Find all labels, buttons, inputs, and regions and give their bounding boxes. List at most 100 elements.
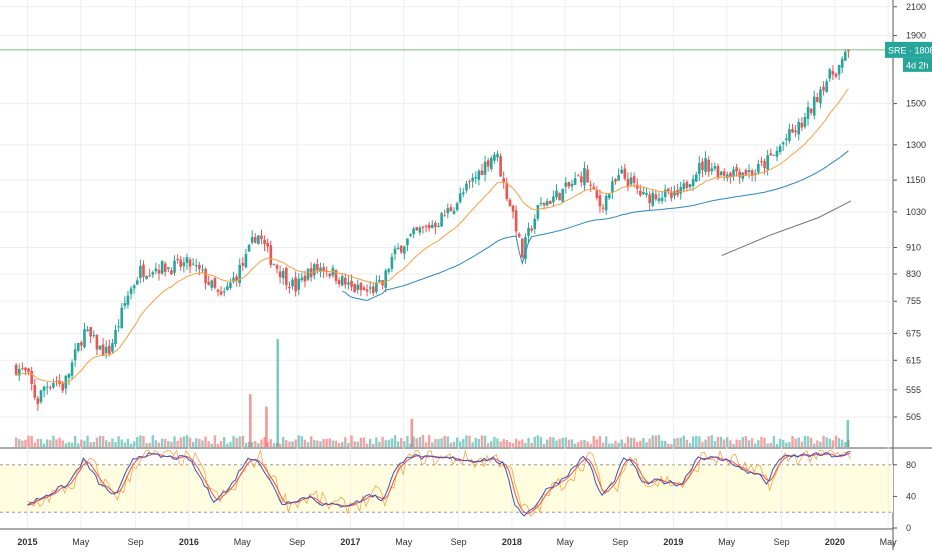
candle [502, 171, 506, 189]
candle [533, 214, 537, 234]
volume-bar [561, 437, 564, 447]
candle [89, 326, 92, 344]
volume-bar [816, 440, 819, 447]
volume-bar [139, 435, 142, 447]
candle-body [250, 236, 254, 243]
volume-bar [136, 437, 139, 447]
candle-body [508, 199, 512, 207]
candle [651, 189, 655, 208]
candle-body [73, 349, 77, 361]
candle-body [24, 367, 27, 371]
candle [135, 277, 139, 286]
candle-body [98, 345, 102, 350]
volume-bar [611, 443, 614, 447]
candle-body [716, 166, 720, 178]
candle [95, 334, 99, 356]
candle-body [14, 364, 18, 375]
candle [766, 149, 769, 176]
candle [238, 258, 242, 287]
candle-body [657, 198, 661, 201]
volume-spike [410, 418, 414, 447]
volume-bar [766, 443, 769, 447]
candle [809, 107, 813, 116]
candle [247, 244, 251, 252]
candle-body [651, 192, 655, 206]
candle-body [654, 194, 658, 200]
price-axis-label: 505 [906, 412, 921, 422]
candle-body [710, 168, 714, 172]
candle [210, 279, 214, 291]
candle [607, 192, 611, 200]
volume-bar [92, 441, 95, 447]
candle-body [111, 342, 114, 352]
candle-body [120, 307, 124, 328]
volume-bar [620, 439, 623, 447]
volume-bar [840, 439, 844, 447]
candle-body [844, 51, 847, 61]
volume-bar [822, 435, 825, 447]
candle-body [33, 384, 37, 398]
candle-body [536, 204, 540, 219]
candle-body [682, 183, 686, 190]
candle-body [486, 160, 490, 167]
volume-bar [313, 439, 316, 447]
candle [157, 264, 161, 281]
volume-bar [583, 440, 586, 447]
volume-bar [598, 436, 602, 447]
volume-bar [486, 443, 490, 447]
candle [49, 385, 52, 391]
candle-body [390, 256, 394, 269]
candle-body [816, 97, 819, 103]
volume-bar [483, 435, 487, 447]
volume-bar [254, 441, 257, 447]
candle [573, 172, 577, 185]
candle-body [232, 277, 235, 282]
candle-body [194, 265, 198, 267]
candle [17, 363, 21, 382]
candle [775, 146, 779, 162]
candle-body [611, 181, 614, 193]
volume-bar [306, 442, 310, 447]
candle-body [760, 161, 763, 163]
candle [784, 133, 788, 147]
candle-body [524, 237, 527, 260]
candle-body [21, 368, 24, 370]
volume-bar [738, 440, 741, 447]
candle [123, 296, 127, 310]
volume-bar [837, 438, 841, 447]
candle [142, 260, 145, 283]
candle [819, 86, 822, 109]
candle-body [319, 267, 322, 272]
candle [694, 171, 698, 183]
candle [462, 188, 465, 198]
volume-bar [176, 440, 179, 447]
volume-bar [120, 439, 123, 447]
volume-bar [518, 440, 521, 447]
candle-body [129, 288, 133, 295]
candle-body [67, 373, 71, 378]
candle-body [384, 270, 387, 288]
candle-body [92, 335, 96, 337]
candle-body [49, 387, 52, 389]
time-axis-label: 2019 [663, 537, 683, 547]
candle [440, 211, 443, 227]
candle [601, 203, 605, 213]
volume-bar [244, 442, 248, 447]
candle-body [480, 170, 484, 176]
volume-bar [797, 437, 800, 447]
candle-body [253, 237, 257, 243]
candle [281, 267, 285, 285]
candle [722, 168, 726, 181]
candle [312, 262, 316, 280]
volume-bar [191, 441, 195, 447]
candle-body [514, 210, 518, 232]
candle-body [393, 248, 397, 255]
candle-body [502, 178, 506, 183]
volume-bar [722, 439, 726, 447]
volume-bar [344, 437, 347, 447]
candle [250, 230, 254, 245]
volume-bar [667, 443, 670, 447]
volume-bar [347, 442, 350, 447]
volume-bar [213, 435, 217, 447]
